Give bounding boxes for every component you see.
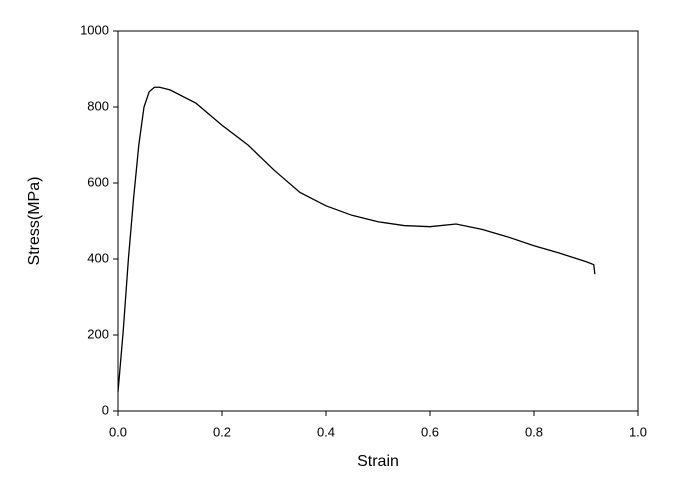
plot-frame xyxy=(117,30,639,412)
x-tick-label: 0.0 xyxy=(109,424,127,439)
y-tick-label: 600 xyxy=(87,174,109,189)
x-tick-label: 1.0 xyxy=(629,424,647,439)
y-tick-label: 200 xyxy=(87,326,109,341)
data-line xyxy=(117,86,596,393)
x-tick-label: 0.6 xyxy=(421,424,439,439)
y-tick-label: 1000 xyxy=(80,22,109,37)
y-tick-label: 0 xyxy=(102,402,109,417)
y-tick-label: 800 xyxy=(87,98,109,113)
y-tick-label: 400 xyxy=(87,250,109,265)
x-tick-label: 0.2 xyxy=(213,424,231,439)
x-tick-label: 0.8 xyxy=(525,424,543,439)
y-axis-title: Stress(MPa) xyxy=(26,177,43,266)
x-tick-label: 0.4 xyxy=(317,424,335,439)
x-axis-title: Strain xyxy=(357,453,399,470)
